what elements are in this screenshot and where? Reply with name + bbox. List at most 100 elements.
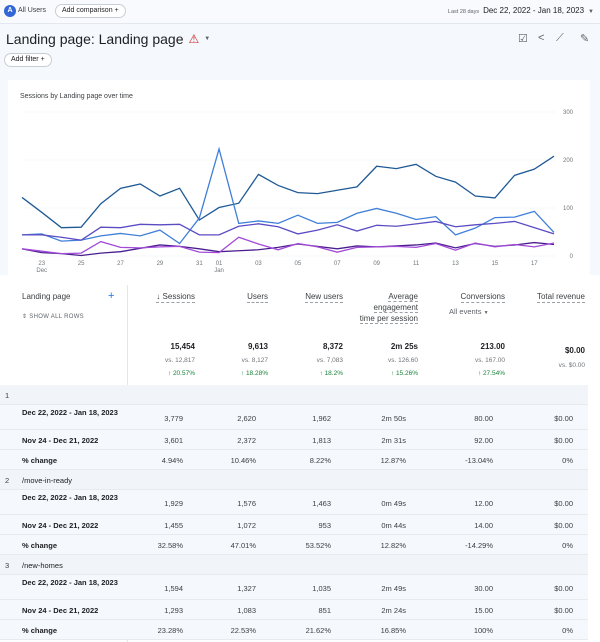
column-header-avg-engagement[interactable]: Average engagement time per session <box>358 291 418 324</box>
row-label: % change <box>22 626 58 635</box>
cell-value: 1,293 <box>164 606 183 615</box>
cell-value: 15.00 <box>474 606 493 615</box>
cell-value: 3,779 <box>164 414 183 423</box>
cell-value: 53.52% <box>305 541 331 550</box>
column-header-1[interactable]: Users <box>247 291 268 303</box>
x-tick-label: 05 <box>295 261 302 267</box>
caret-down-icon: ▼ <box>483 310 489 316</box>
cell-value: $0.00 <box>554 606 573 615</box>
add-filter-button[interactable]: Add filter + <box>4 53 52 67</box>
customize-report-icon[interactable]: ☑ <box>518 33 528 45</box>
table-row[interactable]: Dec 22, 2022 - Jan 18, 2023 1,594 1,327 1,0… <box>0 575 588 600</box>
table-row[interactable]: % change 32.58% 47.01% 53.52% 12.82% -14.29% 0… <box>0 535 588 555</box>
show-all-rows-button[interactable]: ⇕ SHOW ALL ROWS <box>22 313 84 320</box>
cell-value: 14.00 <box>474 521 493 530</box>
table-group-row[interactable]: 3/new-homes <box>0 555 588 575</box>
series-line-3[interactable] <box>22 220 555 241</box>
row-label: Dec 22, 2022 - Jan 18, 2023 <box>22 408 118 417</box>
add-comparison-button[interactable]: Add comparison + <box>55 4 126 18</box>
table-group-row[interactable]: 1 <box>0 385 588 405</box>
y-tick-label: 0 <box>570 254 574 260</box>
cell-value: 1,962 <box>312 414 331 423</box>
segment-all-users[interactable]: All Users <box>18 7 47 14</box>
total-value: 2m 25s <box>390 342 418 351</box>
table-group-row[interactable]: 2/move-in-ready <box>0 470 588 490</box>
y-tick-label: 300 <box>563 110 574 116</box>
cell-value: 8.22% <box>309 456 331 465</box>
cell-value: 1,594 <box>164 584 183 593</box>
x-tick-label: 17 <box>531 261 538 267</box>
table-row[interactable]: Nov 24 - Dec 21, 2022 1,455 1,072 953 0m 44s… <box>0 515 588 535</box>
share-icon[interactable]: < <box>538 32 545 44</box>
x-tick-label: 03 <box>255 261 262 267</box>
dimension-header[interactable]: Landing page <box>22 292 71 301</box>
column-header-label: Average engagement time per session <box>359 292 418 324</box>
table-row[interactable]: Nov 24 - Dec 21, 2022 3,601 2,372 1,813 2m 3… <box>0 430 588 450</box>
table-row[interactable]: Dec 22, 2022 - Jan 18, 2023 1,929 1,576 1,4… <box>0 490 588 515</box>
total-vs-value: vs. $0.00 <box>558 362 585 369</box>
cell-value: 2m 31s <box>381 436 406 445</box>
cell-value: 1,576 <box>237 499 256 508</box>
cell-value: 2,620 <box>237 414 256 423</box>
cell-value: 21.62% <box>305 626 331 635</box>
column-header-label: Sessions <box>162 292 195 301</box>
add-filter-label: Add filter <box>11 56 39 63</box>
cell-value: 0m 44s <box>381 521 406 530</box>
table-row[interactable]: % change 23.28% 22.53% 21.62% 16.85% 100% 0% <box>0 620 588 640</box>
column-header-4[interactable]: Conversions <box>460 291 505 303</box>
insights-icon[interactable]: ⟋ <box>556 32 564 44</box>
cell-value: 100% <box>473 626 493 635</box>
add-dimension-icon[interactable]: + <box>108 290 115 302</box>
series-line-4[interactable] <box>21 241 555 257</box>
cell-value: 12.00 <box>474 499 493 508</box>
series-line-1[interactable] <box>21 155 555 229</box>
x-tick-label: 27 <box>117 261 124 267</box>
table-row[interactable]: Dec 22, 2022 - Jan 18, 2023 3,779 2,620 1,9… <box>0 405 588 430</box>
date-range-picker[interactable]: Last 28 days Dec 22, 2022 - Jan 18, 2023… <box>448 6 594 15</box>
x-tick-label: 13 <box>452 261 459 267</box>
series-line-2[interactable] <box>21 146 555 245</box>
conversions-event-select[interactable]: All events ▼ <box>449 307 489 316</box>
warning-icon[interactable]: ⚠ <box>188 32 200 46</box>
row-index: 1 <box>5 391 10 400</box>
row-label: Dec 22, 2022 - Jan 18, 2023 <box>22 578 118 587</box>
sort-icon: ⇕ <box>22 314 28 320</box>
cell-value: 1,813 <box>312 436 331 445</box>
column-header-0[interactable]: ↓ Sessions <box>156 291 195 303</box>
table-row[interactable]: % change 4.94% 10.46% 8.22% 12.87% -13.04% 0% <box>0 450 588 470</box>
chart-title: Sessions by Landing page over time <box>20 93 133 100</box>
row-label: Nov 24 - Dec 21, 2022 <box>22 436 99 445</box>
cell-value: 1,929 <box>164 499 183 508</box>
plus-icon: + <box>114 7 119 14</box>
edit-icon[interactable]: ✎ <box>580 33 590 45</box>
x-tick-label: 25 <box>78 261 85 267</box>
column-header-label: New users <box>305 292 343 301</box>
y-tick-label: 100 <box>563 206 574 212</box>
cell-value: 92.00 <box>474 436 493 445</box>
total-change: ↑ 27.54% <box>477 370 505 377</box>
column-header-5[interactable]: Total revenue <box>536 291 585 303</box>
row-index: 3 <box>5 561 10 570</box>
cell-value: 2m 49s <box>381 584 406 593</box>
row-label: Dec 22, 2022 - Jan 18, 2023 <box>22 493 118 502</box>
cell-value: 47.01% <box>230 541 256 550</box>
cell-value: $0.00 <box>554 584 573 593</box>
row-index: 2 <box>5 476 10 485</box>
title-row: Landing page: Landing page ⚠ ▼ <box>6 31 210 47</box>
cell-value: 2m 24s <box>381 606 406 615</box>
total-change: ↑ 15.26% <box>390 370 418 377</box>
x-tick-label: 01 <box>216 261 223 267</box>
total-vs-value: vs. 7,083 <box>316 357 343 364</box>
row-label: % change <box>22 541 58 550</box>
x-tick-sublabel: Jan <box>214 268 224 274</box>
total-vs-value: vs. 8,127 <box>241 357 268 364</box>
x-tick-label: 23 <box>38 261 45 267</box>
title-dropdown-icon[interactable]: ▼ <box>204 36 211 42</box>
total-vs-value: vs. 167.00 <box>475 357 505 364</box>
cell-value: 1,463 <box>312 499 331 508</box>
series-line-5[interactable] <box>21 236 555 255</box>
column-header-2[interactable]: New users <box>305 291 343 303</box>
total-value: 8,372 <box>322 342 343 351</box>
table-row[interactable]: Nov 24 - Dec 21, 2022 1,293 1,083 851 2m 24s… <box>0 600 588 620</box>
